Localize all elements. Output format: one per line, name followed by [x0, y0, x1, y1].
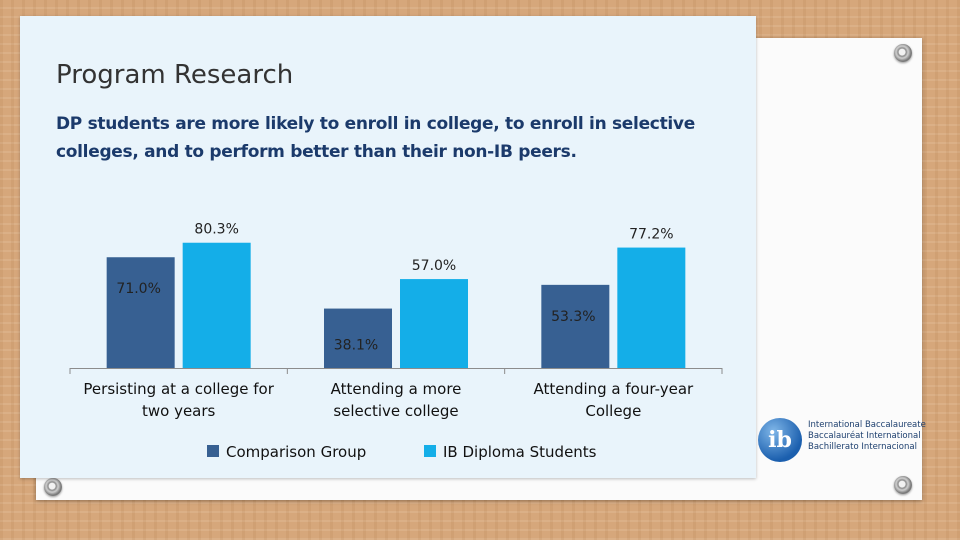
legend-label: Comparison Group	[226, 443, 366, 461]
category-label: Persisting at a college for	[83, 380, 274, 398]
data-label: 53.3%	[551, 309, 595, 325]
data-label: 38.1%	[334, 338, 378, 354]
pushpin-icon	[894, 44, 912, 62]
bar-comparison	[541, 284, 610, 368]
bar-comparison	[106, 257, 175, 368]
category-label: two years	[142, 402, 216, 420]
bar-ib	[400, 279, 468, 368]
legend-swatch	[207, 445, 219, 457]
ib-logo: ib International Baccalaureate Baccalaur…	[752, 412, 932, 468]
pushpin-icon	[44, 478, 62, 496]
pushpin-icon	[894, 476, 912, 494]
slide-subtitle: DP students are more likely to enroll in…	[56, 114, 695, 162]
category-label: selective college	[333, 402, 458, 420]
logo-line-french: Baccalauréat International	[808, 431, 921, 441]
data-label: 71.0%	[116, 281, 160, 297]
data-label: 57.0%	[412, 258, 456, 274]
ib-logo-mark-icon: ib	[758, 418, 802, 462]
category-label: College	[585, 402, 641, 420]
category-label: Attending a more	[331, 380, 462, 398]
data-label: 77.2%	[629, 227, 673, 243]
logo-line-spanish: Bachillerato Internacional	[808, 442, 917, 452]
bar-ib	[617, 247, 686, 368]
data-label: 80.3%	[194, 222, 238, 238]
page-title: Program Research	[56, 60, 294, 90]
category-label: Attending a four-year	[533, 380, 694, 398]
bar-chart: 71.0% 80.3% Persisting at a college for two…	[69, 222, 723, 461]
legend-label: IB Diploma Students	[443, 443, 597, 461]
bar-ib	[182, 242, 251, 368]
slide-panel: Program Research DP students are more li…	[20, 16, 756, 478]
bar-comparison	[324, 308, 392, 368]
logo-line-english: International Baccalaureate	[808, 420, 926, 430]
legend-swatch	[424, 445, 436, 457]
